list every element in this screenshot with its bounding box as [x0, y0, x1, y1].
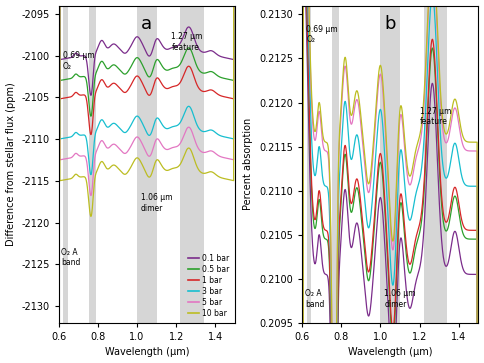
Text: 0.69 μm
O₂: 0.69 μm O₂ — [306, 25, 338, 44]
Bar — [424, 5, 447, 323]
Y-axis label: Difference from stellar flux (ppm): Difference from stellar flux (ppm) — [5, 82, 15, 246]
Bar — [333, 5, 339, 323]
Text: O₂ A
band: O₂ A band — [305, 289, 324, 309]
X-axis label: Wavelength (μm): Wavelength (μm) — [348, 347, 432, 358]
Bar — [63, 5, 68, 323]
Text: 1.06 μm
dimer: 1.06 μm dimer — [141, 193, 172, 213]
Bar — [137, 5, 156, 323]
Text: O₂ A
band: O₂ A band — [61, 248, 81, 267]
Text: b: b — [384, 15, 396, 33]
Y-axis label: Percent absorption: Percent absorption — [243, 118, 253, 210]
Text: 0.69 μm
O₂: 0.69 μm O₂ — [63, 52, 94, 71]
Legend: 0.1 bar, 0.5 bar, 1 bar, 3 bar, 5 bar, 10 bar: 0.1 bar, 0.5 bar, 1 bar, 3 bar, 5 bar, 1… — [186, 252, 231, 319]
Bar — [307, 5, 311, 323]
Text: 1.06 μm
dimer: 1.06 μm dimer — [384, 289, 416, 309]
Text: a: a — [141, 15, 152, 33]
X-axis label: Wavelength (μm): Wavelength (μm) — [105, 347, 189, 358]
Bar — [89, 5, 96, 323]
Bar — [180, 5, 204, 323]
Text: 1.27 μm
feature: 1.27 μm feature — [420, 107, 451, 126]
Text: 1.27 μm
feature: 1.27 μm feature — [171, 32, 203, 52]
Bar — [380, 5, 400, 323]
